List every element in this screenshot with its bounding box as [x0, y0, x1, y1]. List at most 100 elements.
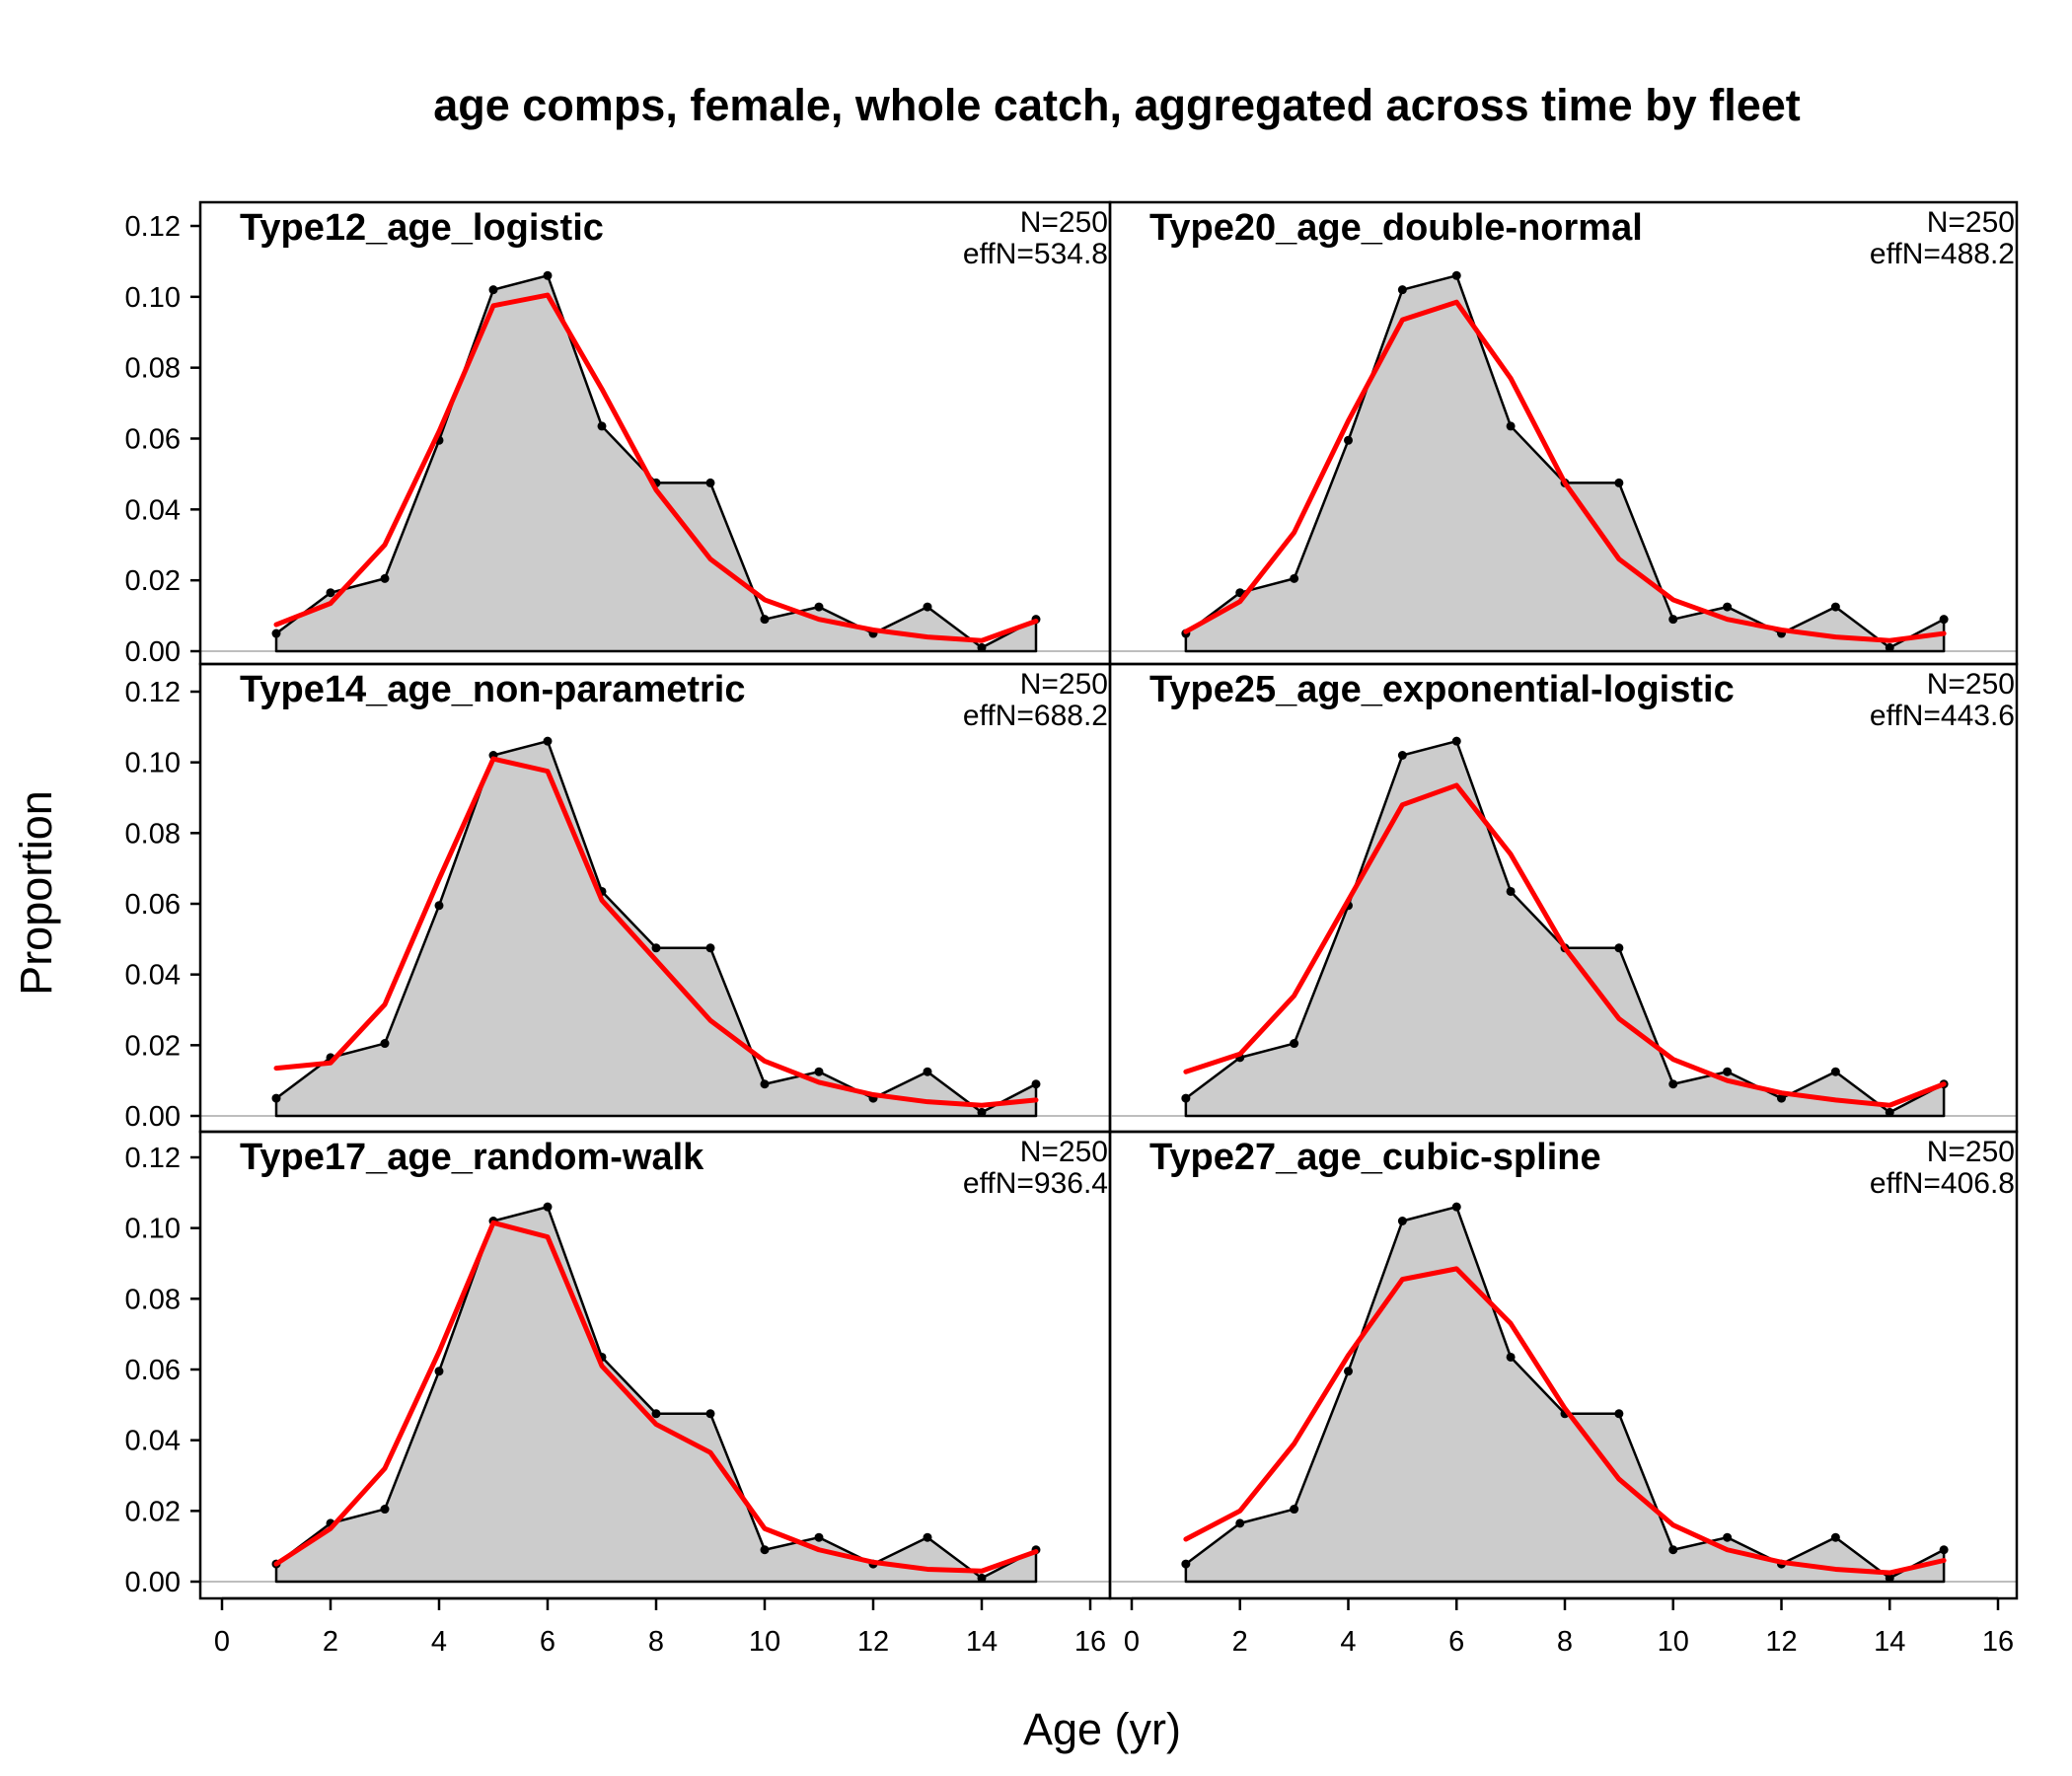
observed-point: [1885, 1573, 1894, 1583]
observed-point: [1777, 1093, 1786, 1103]
observed-point: [1451, 1202, 1461, 1212]
y-tick-label: 0.12: [125, 1143, 181, 1174]
x-tick-label: 10: [749, 1626, 780, 1658]
observed-point: [1723, 1067, 1733, 1076]
observed-point: [1723, 602, 1733, 612]
x-tick-label: 0: [1124, 1626, 1140, 1658]
observed-point: [1397, 285, 1407, 295]
observed-point: [760, 1079, 770, 1089]
chart-title: age comps, female, whole catch, aggregat…: [433, 80, 1801, 130]
observed-point: [543, 270, 553, 280]
x-tick-label: 4: [431, 1626, 447, 1658]
observed-point: [1723, 1532, 1733, 1542]
observed-area: [1184, 274, 1946, 653]
panel-title: Type17_age_random-walk: [240, 1137, 704, 1178]
expected-line: [1183, 782, 1947, 1108]
observed-point: [760, 615, 770, 625]
observed-area: [1184, 1205, 1946, 1584]
y-tick-label: 0.04: [125, 1426, 181, 1457]
panel-title: Type12_age_logistic: [240, 207, 604, 249]
panel-3: Type14_age_non-parametric N=250effN=688.2…: [125, 662, 1112, 1134]
observed-point: [1235, 1518, 1245, 1528]
x-tick-label: 8: [648, 1626, 664, 1658]
observed-point: [1290, 573, 1299, 583]
panel-title: Type20_age_double-normal: [1149, 207, 1643, 249]
observed-point: [271, 1093, 281, 1103]
observed-point: [814, 1532, 824, 1542]
observed-point: [1290, 1039, 1299, 1049]
panel-title: Type25_age_exponential-logistic: [1149, 669, 1735, 710]
observed-area: [1184, 739, 1946, 1118]
expected-line: [273, 1220, 1039, 1574]
x-tick-label: 10: [1658, 1626, 1689, 1658]
panel-effn-label: effN=488.2: [1870, 238, 2015, 270]
observed-point: [1614, 943, 1624, 953]
x-tick-label: 0: [214, 1626, 230, 1658]
panel-title: Type27_age_cubic-spline: [1149, 1137, 1601, 1178]
panel-n-label: N=250: [1927, 1136, 2015, 1168]
expected-line: [273, 292, 1039, 643]
observed-point: [1506, 421, 1516, 431]
observed-point: [1397, 751, 1407, 760]
y-tick-label: 0.04: [125, 960, 181, 992]
y-tick-label: 0.06: [125, 889, 181, 921]
x-tick-label: 12: [857, 1626, 889, 1658]
observed-point: [923, 602, 932, 612]
panel-n-label: N=250: [1020, 206, 1108, 239]
observed-point: [1614, 1409, 1624, 1419]
y-tick-label: 0.08: [125, 1284, 181, 1315]
observed-area: [274, 739, 1038, 1118]
y-tick-label: 0.00: [125, 1567, 181, 1598]
panel-title: Type14_age_non-parametric: [240, 669, 746, 710]
observed-point: [977, 1573, 987, 1583]
observed-point: [1451, 270, 1461, 280]
observed-point: [271, 629, 281, 638]
panel-n-label: N=250: [1020, 1136, 1108, 1168]
y-tick-label: 0.00: [125, 636, 181, 668]
observed-point: [1506, 1352, 1516, 1362]
panel-n-label: N=250: [1020, 668, 1108, 701]
y-tick-label: 0.12: [125, 677, 181, 708]
y-tick-label: 0.00: [125, 1101, 181, 1133]
observed-point: [1451, 736, 1461, 746]
y-axis-label: Proportion: [11, 790, 61, 996]
y-tick-label: 0.06: [125, 424, 181, 456]
y-tick-label: 0.12: [125, 211, 181, 243]
observed-point: [1344, 1367, 1353, 1376]
observed-point: [1830, 1532, 1840, 1542]
y-tick-label: 0.10: [125, 282, 181, 314]
observed-point: [760, 1545, 770, 1555]
observed-point: [705, 478, 715, 487]
x-tick-label: 16: [1982, 1626, 2014, 1658]
observed-point: [543, 736, 553, 746]
x-tick-label: 16: [1074, 1626, 1106, 1658]
expected-line: [1183, 299, 1947, 643]
observed-point: [705, 943, 715, 953]
expected-line: [1183, 1266, 1947, 1576]
observed-point: [1668, 615, 1678, 625]
observed-point: [814, 1067, 824, 1076]
panel-4: Type25_age_exponential-logistic N=250effN…: [1108, 662, 2019, 1134]
observed-point: [380, 1039, 390, 1049]
y-tick-label: 0.02: [125, 1496, 181, 1527]
panel-effn-label: effN=688.2: [963, 700, 1108, 732]
observed-point: [1181, 1093, 1191, 1103]
observed-point: [434, 901, 444, 911]
observed-point: [1939, 1545, 1949, 1555]
observed-point: [1939, 615, 1949, 625]
x-tick-label: 8: [1557, 1626, 1573, 1658]
x-tick-label: 2: [323, 1626, 338, 1658]
observed-point: [1885, 642, 1894, 652]
y-tick-label: 0.06: [125, 1355, 181, 1386]
panel-effn-label: effN=406.8: [1870, 1167, 2015, 1200]
y-tick-label: 0.02: [125, 1030, 181, 1062]
x-tick-label: 6: [540, 1626, 555, 1658]
observed-point: [380, 573, 390, 583]
panel-n-label: N=250: [1927, 668, 2015, 701]
observed-point: [1830, 1067, 1840, 1076]
panel-effn-label: effN=936.4: [963, 1167, 1108, 1200]
